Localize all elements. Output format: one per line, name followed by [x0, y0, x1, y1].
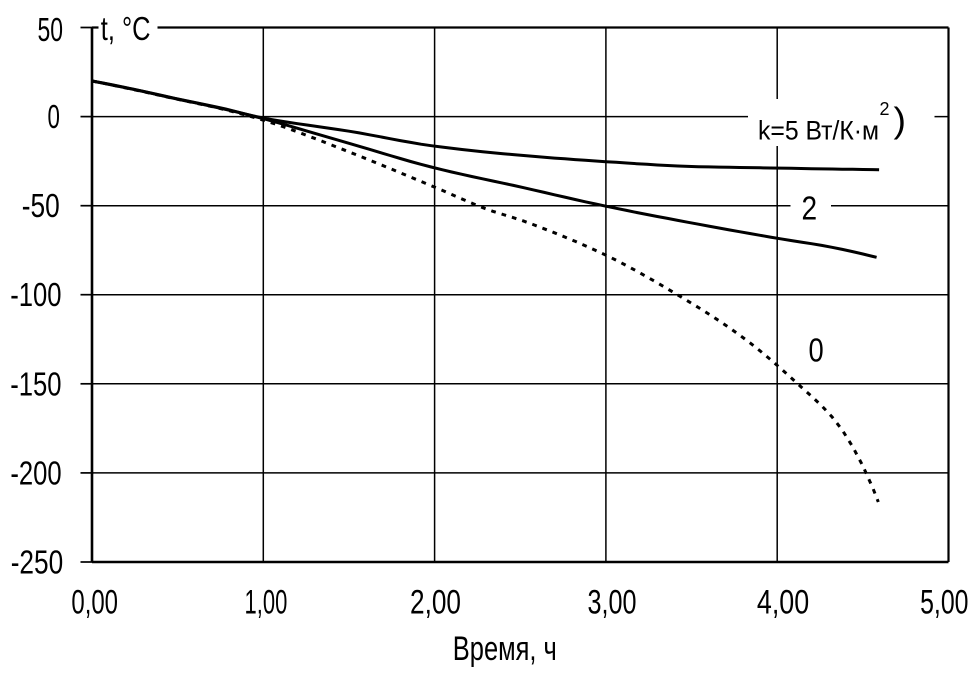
svg-text:50: 50 — [38, 11, 64, 48]
svg-text:2: 2 — [880, 98, 890, 119]
svg-text:-250: -250 — [11, 544, 64, 581]
svg-text:1,00: 1,00 — [245, 583, 288, 621]
svg-text:t, °C: t, °C — [101, 10, 151, 47]
svg-text:3,00: 3,00 — [588, 583, 637, 621]
svg-text:2: 2 — [802, 190, 818, 227]
svg-text:5,00: 5,00 — [920, 583, 968, 621]
svg-text:k=5 Вт/К·м: k=5 Вт/К·м — [758, 116, 879, 146]
svg-text:0: 0 — [48, 98, 60, 135]
svg-text:): ) — [894, 101, 907, 140]
svg-text:-50: -50 — [22, 187, 60, 224]
svg-text:-100: -100 — [10, 276, 61, 313]
svg-text:-200: -200 — [10, 454, 61, 491]
svg-text:Время, ч: Время, ч — [453, 630, 557, 668]
svg-text:4,00: 4,00 — [757, 583, 809, 621]
svg-text:0,00: 0,00 — [71, 583, 118, 621]
svg-text:-150: -150 — [10, 365, 61, 402]
svg-text:0: 0 — [809, 332, 824, 369]
svg-text:2,00: 2,00 — [410, 583, 461, 621]
